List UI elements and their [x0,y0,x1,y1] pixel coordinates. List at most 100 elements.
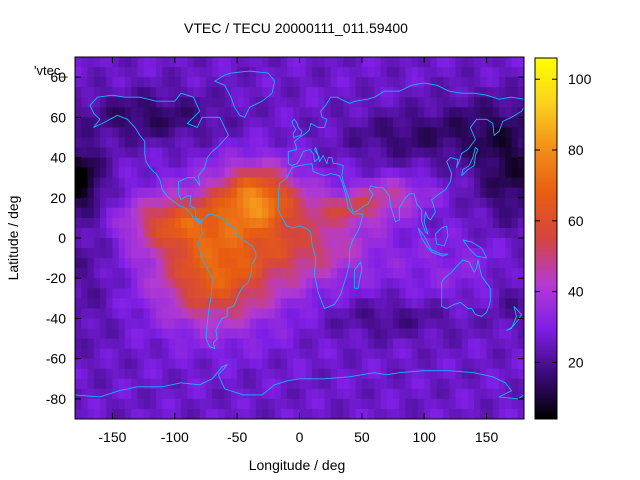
heatmap-cell [93,288,101,299]
heatmap-cell [442,238,450,249]
heatmap-cell [336,227,344,239]
heatmap-cell [467,318,475,330]
heatmap-cell [467,328,475,340]
heatmap-cell [262,358,269,370]
heatmap-cell [343,167,350,179]
heatmap-cell [156,147,163,159]
heatmap-cell [461,87,469,98]
heatmap-cell [393,388,400,400]
heatmap-cell [343,308,350,320]
heatmap-cell [374,67,382,78]
heatmap-cell [499,358,506,370]
heatmap-cell [255,318,263,330]
heatmap-cell [355,157,363,169]
heatmap-cell [224,207,232,219]
heatmap-cell [424,147,432,159]
heatmap-cell [492,248,500,259]
heatmap-cell [149,398,157,410]
x-tick-label: 100 [413,429,437,445]
heatmap-cell [131,227,138,239]
heatmap-cell [436,57,444,68]
heatmap-cell [474,328,481,340]
heatmap-cell [255,127,263,139]
heatmap-cell [355,378,363,390]
heatmap-cell [168,187,176,199]
heatmap-cell [336,137,344,149]
heatmap-cell [187,248,195,259]
heatmap-cell [343,87,350,98]
heatmap-cell [461,338,469,350]
heatmap-cell [311,57,319,68]
heatmap-cell [374,97,382,108]
heatmap-cell [361,408,369,419]
heatmap-cell [330,258,338,269]
heatmap-cell [75,258,82,269]
heatmap-cell [124,147,132,159]
heatmap-cell [436,398,444,410]
heatmap-cell [492,358,500,370]
heatmap-cell [237,227,244,239]
heatmap-cell [430,77,438,88]
colorbar-tick-label: 40 [568,284,584,300]
heatmap-cell [255,248,263,259]
heatmap-cell [305,358,313,370]
heatmap-cell [143,127,151,139]
heatmap-cell [511,217,519,229]
heatmap-cell [492,268,500,279]
heatmap-cell [205,157,213,169]
heatmap-cell [324,57,332,68]
heatmap-cell [249,97,257,108]
heatmap-cell [156,207,163,219]
heatmap-cell [274,87,282,98]
heatmap-cell [330,137,338,149]
heatmap-cell [143,298,151,309]
heatmap-cell [249,308,257,320]
heatmap-cell [380,87,388,98]
heatmap-cell [293,248,301,259]
heatmap-cell [81,187,89,199]
heatmap-cell [449,187,457,199]
heatmap-cell [355,177,363,189]
heatmap-cell [230,368,238,380]
heatmap-cell [118,57,126,68]
heatmap-cell [380,278,388,289]
heatmap-cell [156,167,163,179]
heatmap-cell [324,258,332,269]
heatmap-cell [237,318,244,330]
heatmap-cell [199,288,207,299]
heatmap-cell [81,227,89,239]
heatmap-cell [467,107,475,118]
heatmap-cell [230,378,238,390]
heatmap-cell [212,258,220,269]
heatmap-cell [268,177,276,189]
heatmap-cell [411,258,419,269]
heatmap-cell [361,137,369,149]
heatmap-cell [355,217,363,229]
heatmap-cell [75,147,82,159]
heatmap-cell [162,127,170,139]
heatmap-cell [430,388,438,400]
heatmap-cell [174,298,182,309]
heatmap-cell [93,308,101,320]
heatmap-cell [486,187,494,199]
heatmap-cell [336,97,344,108]
heatmap-cell [511,268,519,279]
heatmap-cell [75,318,82,330]
heatmap-cell [299,197,307,209]
heatmap-cell [480,358,488,370]
heatmap-cell [224,117,232,128]
heatmap-cell [93,238,101,249]
heatmap-cell [311,268,319,279]
heatmap-cell [355,117,363,128]
heatmap-cell [318,238,326,249]
heatmap-cell [293,238,301,249]
heatmap-cell [430,157,438,169]
heatmap-cell [237,348,244,360]
heatmap-cell [193,268,201,279]
heatmap-cell [174,288,182,299]
heatmap-cell [181,248,188,259]
heatmap-cell [112,67,120,78]
heatmap-cell [293,308,301,320]
heatmap-cell [430,197,438,209]
heatmap-cell [205,298,213,309]
